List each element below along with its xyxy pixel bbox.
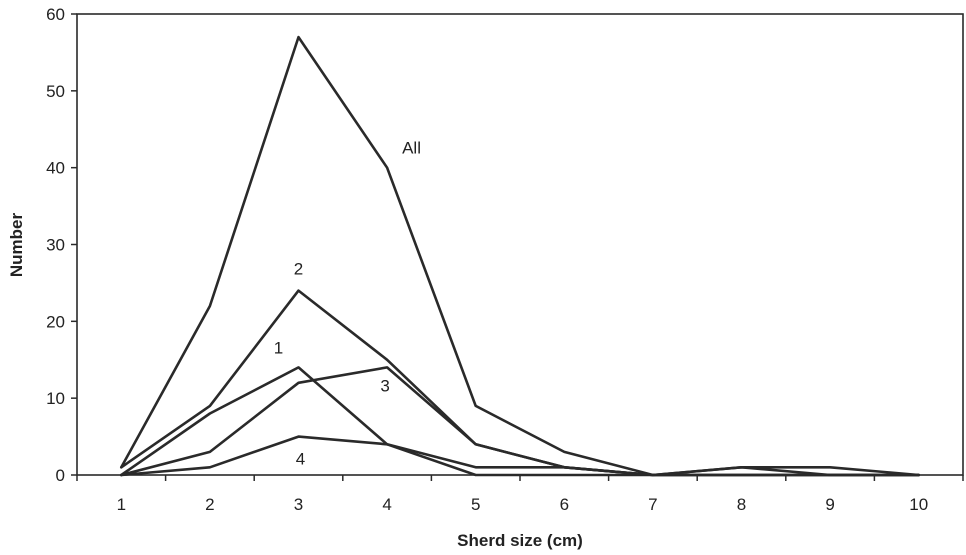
x-axis-title: Sherd size (cm) [457,531,583,550]
series-label-2: 2 [294,260,303,279]
series-labels: All 2 1 3 4 [274,139,421,469]
series-line-3 [120,366,921,477]
series-label-all: All [402,139,421,158]
x-tick-label: 4 [382,495,391,514]
x-tick-label: 2 [205,495,214,514]
y-tick-label: 50 [46,82,65,101]
series-line-1 [120,366,921,477]
x-tick-label: 7 [648,495,657,514]
series-line-4 [120,435,921,477]
y-tick-label: 60 [46,5,65,24]
x-tick-label: 6 [560,495,569,514]
x-axis: 1 2 3 4 5 6 7 8 9 10 [76,475,964,514]
x-tick-label: 8 [737,495,746,514]
x-tick-label: 1 [117,495,126,514]
y-tick-label: 30 [46,236,65,255]
series-lines [120,35,921,477]
y-axis: 0 10 20 30 40 50 60 [46,5,77,485]
series-label-4: 4 [296,450,305,469]
x-tick-label: 9 [825,495,834,514]
x-tick-label: 10 [909,495,928,514]
series-label-3: 3 [380,376,389,395]
series-line-all [120,35,921,477]
y-axis-title: Number [7,213,26,278]
x-tick-label: 5 [471,495,480,514]
y-tick-label: 20 [46,312,65,331]
series-label-1: 1 [274,338,283,357]
y-tick-label: 40 [46,159,65,178]
y-tick-label: 0 [56,466,65,485]
series-line-2 [120,289,921,477]
x-tick-label: 3 [294,495,303,514]
y-tick-label: 10 [46,389,65,408]
